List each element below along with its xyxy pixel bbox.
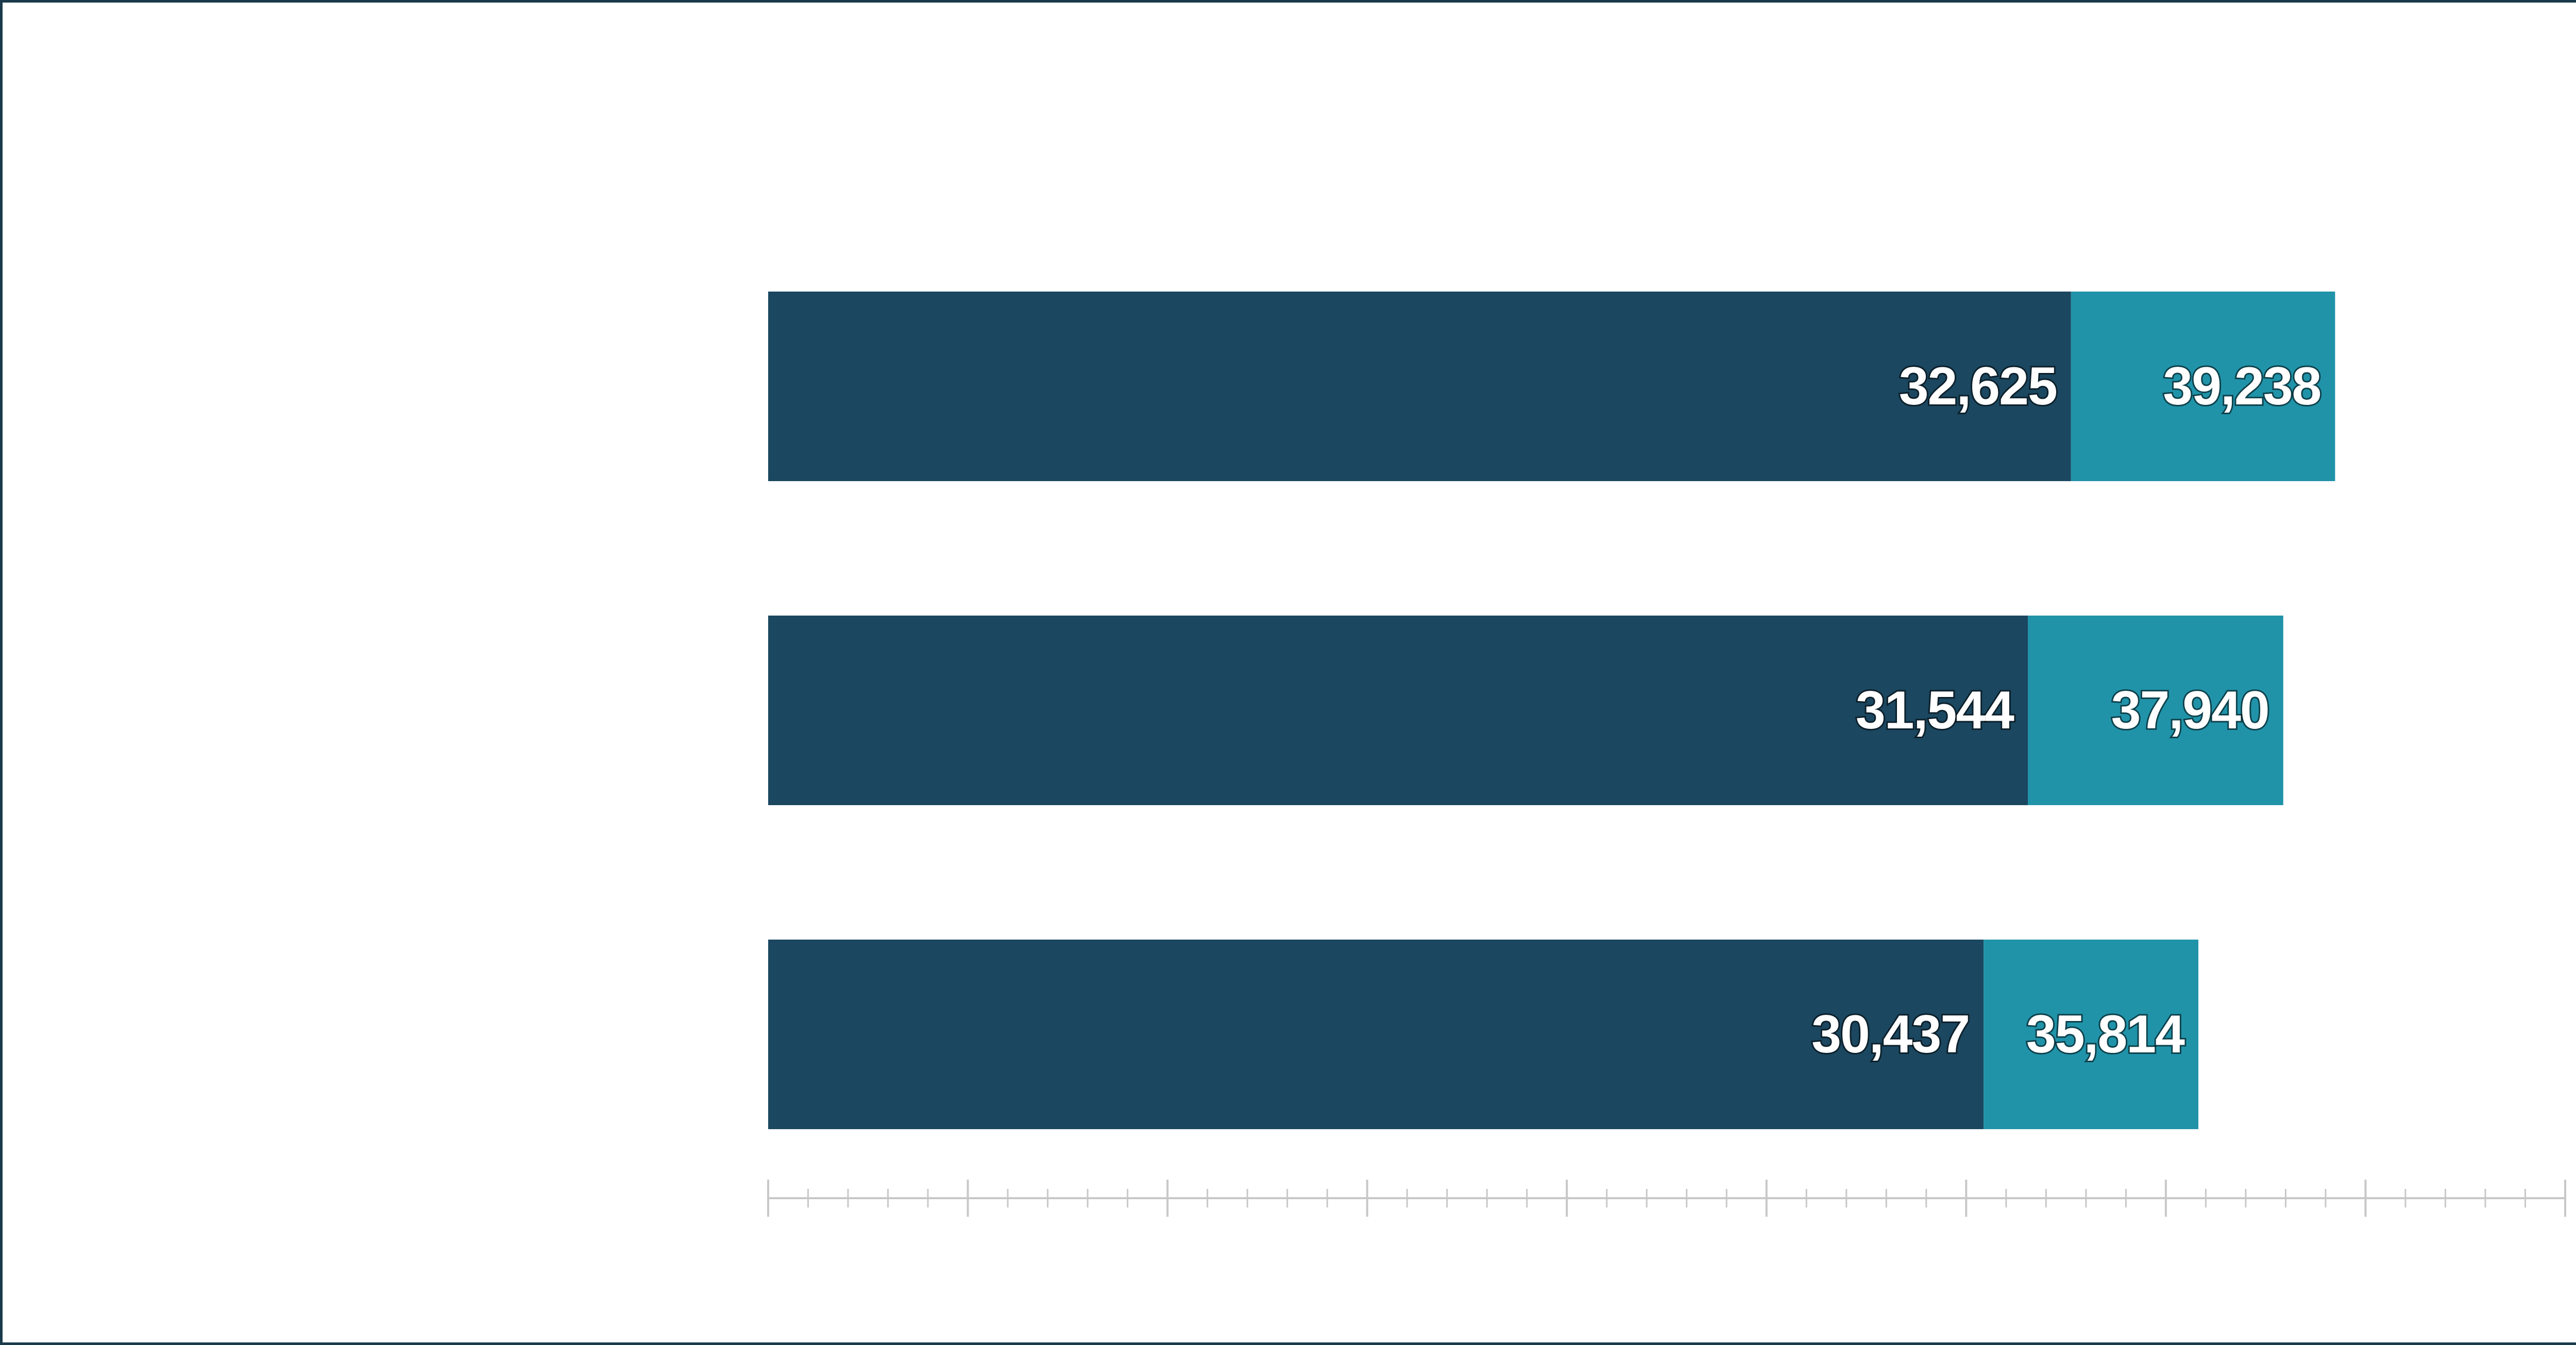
bar-segment-s1-row1: [768, 292, 2071, 481]
data-label-s2-row2: 37,940: [2111, 680, 2269, 740]
data-label-s1-row2: 31,544: [1856, 680, 2014, 740]
data-label-s1-row1: 32,625: [1899, 356, 2057, 416]
bar-segment-s1-row3: [768, 940, 1984, 1129]
bar-segment-s2-row1: [2071, 292, 2335, 481]
data-label-s1-row3: 30,437: [1811, 1005, 1969, 1064]
data-label-s2-row3: 35,814: [2026, 1005, 2185, 1064]
data-label-s2-row1: 39,238: [2163, 356, 2320, 416]
bar-segment-s1-row2: [768, 616, 2028, 805]
bar-segment-s2-row2: [2028, 616, 2283, 805]
stacked-bar-chart: 32,625 39,238 31,544 37,940 30,437 35,814: [767, 292, 2566, 1217]
bar-segment-s2-row3: [1984, 940, 2198, 1129]
